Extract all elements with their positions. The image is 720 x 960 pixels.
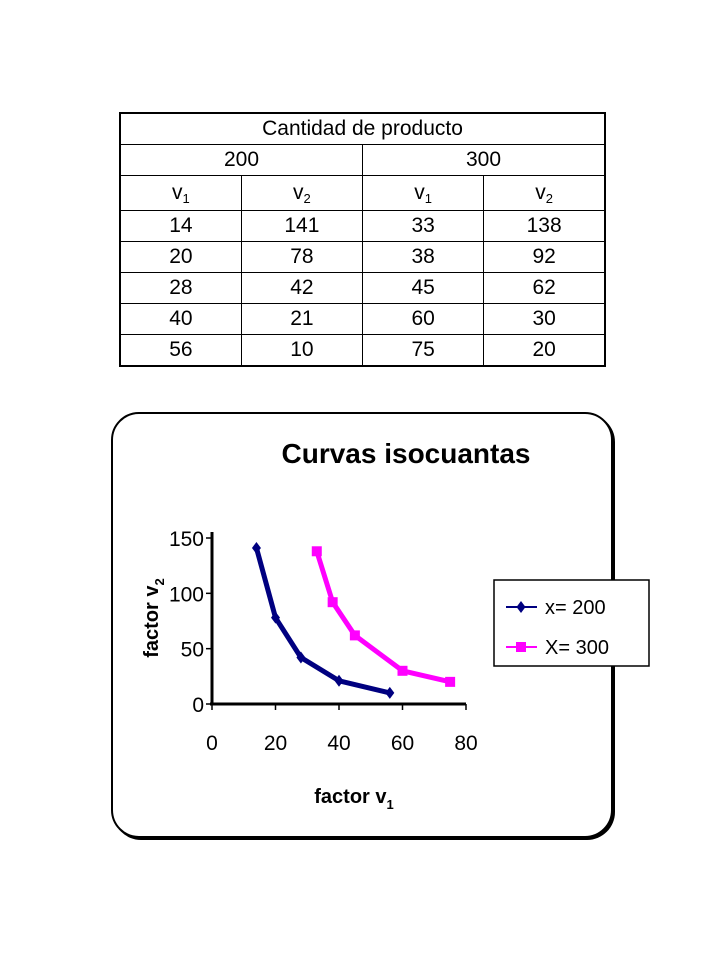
table-cell: 28 xyxy=(119,272,242,304)
chart-area xyxy=(111,412,613,838)
production-table: Cantidad de producto 200 300 v1 v2 v1 v2… xyxy=(119,112,606,367)
column-header-v1: v1 xyxy=(119,175,242,211)
table-cell: 14 xyxy=(119,210,242,242)
table-row: 56 10 75 20 xyxy=(119,334,606,367)
table-row: 14 141 33 138 xyxy=(119,210,606,242)
table-cell: 38 xyxy=(361,241,485,273)
column-header-v1: v1 xyxy=(361,175,485,211)
table-row: 40 21 60 30 xyxy=(119,303,606,335)
table-cell: 40 xyxy=(119,303,242,335)
table-cell: 10 xyxy=(240,334,364,367)
table-cell: 78 xyxy=(240,241,364,273)
table-cell: 60 xyxy=(361,303,485,335)
column-header-v2: v2 xyxy=(240,175,364,211)
table-cell: 42 xyxy=(240,272,364,304)
table-row: 20 78 38 92 xyxy=(119,241,606,273)
table-cell: 30 xyxy=(483,303,606,335)
table-row: 28 42 45 62 xyxy=(119,272,606,304)
table-cell: 138 xyxy=(483,210,606,242)
group-header-300: 300 xyxy=(362,144,606,176)
table-cell: 45 xyxy=(361,272,485,304)
table-cell: 21 xyxy=(240,303,364,335)
table-cell: 20 xyxy=(483,334,606,367)
table-cell: 75 xyxy=(361,334,485,367)
table-cell: 20 xyxy=(119,241,242,273)
table-cell: 62 xyxy=(483,272,606,304)
table-title: Cantidad de producto xyxy=(119,112,606,145)
table-cell: 92 xyxy=(483,241,606,273)
column-header-v2: v2 xyxy=(483,175,606,211)
group-header-200: 200 xyxy=(119,144,363,176)
table-cell: 56 xyxy=(119,334,242,367)
table-cell: 141 xyxy=(240,210,364,242)
table-cell: 33 xyxy=(361,210,485,242)
